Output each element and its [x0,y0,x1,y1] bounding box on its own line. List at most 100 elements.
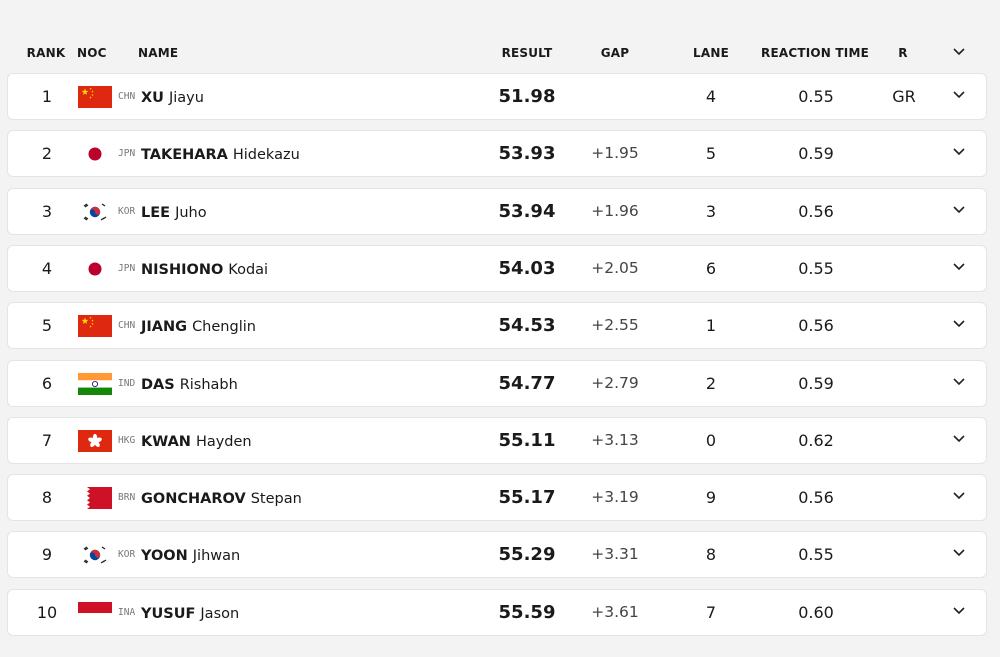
expand-row[interactable] [953,607,965,615]
athlete-name[interactable]: YOON Jihwan [141,532,240,579]
given-name: Jason [200,605,240,622]
rank-cell: 10 [36,602,58,622]
header-result[interactable]: RESULT [501,46,553,60]
result-cell: 54.53 [498,315,556,337]
expand-all[interactable] [953,48,965,56]
result-cell: 54.77 [498,372,556,394]
given-name: Stepan [250,491,302,508]
result-row[interactable]: 9 KOR 55.29 +3.31 8 0.55 YOON Jihwan [7,531,987,579]
react-cell: 0.55 [798,258,834,278]
code-cell: CHN [118,320,136,332]
expand-row[interactable] [953,91,965,99]
flag [78,601,112,624]
lane-cell: 0 [705,430,717,450]
athlete-name[interactable]: YUSUF Jason [141,590,239,637]
result-row[interactable]: 2 JPN 53.93 +1.95 5 0.59 TAKEHARA Hidekazu [7,130,987,178]
athlete-name[interactable]: DAS Rishabh [141,361,238,408]
given-name: Jiayu [168,90,204,106]
result-cell: 55.29 [498,544,556,566]
flag [78,372,112,395]
result-cell: 54.03 [498,257,556,279]
header-name[interactable]: NAME [138,46,179,60]
gap-cell: +2.05 [591,258,639,277]
react-cell: 0.59 [798,144,834,164]
given-name: Jihwan [192,548,241,565]
flag [78,544,112,567]
athlete-name[interactable]: GONCHAROV Stepan [141,475,302,522]
gap-cell: +3.19 [591,488,639,507]
athlete-name[interactable]: XU Jiayu [141,74,204,121]
athlete-name[interactable]: NISHIONO Kodai [141,246,268,293]
result-cell: 55.59 [498,601,556,623]
result-cell: 53.93 [498,143,556,165]
rank-cell: 8 [41,488,53,508]
expand-row[interactable] [953,435,965,443]
athlete-name[interactable]: JIANG Chenglin [141,303,256,350]
result-row[interactable]: 6 IND 54.77 +2.79 2 0.59 DAS Rishabh [7,359,987,408]
given-name: Chenglin [192,319,256,336]
rank-cell: 5 [41,316,53,336]
rank-cell: 2 [41,144,53,164]
code-cell: JPN [118,148,136,160]
result-row[interactable]: 8 BRN 55.17 +3.19 9 0.56 GONCHAROV Stepan [7,474,987,522]
header-gap: GAP [600,46,630,60]
result-cell: 53.94 [498,200,556,222]
athlete-name[interactable]: LEE Juho [141,189,207,236]
react-cell: 0.55 [798,87,834,106]
rank-cell: 4 [41,258,53,278]
react-cell: 0.56 [798,316,834,336]
result-row[interactable]: 1 CHN 51.98 4 0.55 GR XU Jiayu [7,73,987,120]
react-cell: 0.55 [798,545,834,565]
gap-cell: +1.95 [591,144,639,163]
surname: LEE [141,204,171,221]
given-name: Hidekazu [232,147,300,164]
given-name: Rishabh [179,376,238,393]
flag [78,315,112,338]
surname: GONCHAROV [141,491,246,508]
rank-cell: 6 [41,373,53,393]
surname: YUSUF [141,605,196,622]
flag [78,86,112,108]
react-cell: 0.56 [798,488,834,508]
expand-row[interactable] [953,206,965,214]
header-record: R [898,46,908,60]
result-row[interactable]: 10 INA 55.59 +3.61 7 0.60 YUSUF Jason [7,588,987,637]
surname: KWAN [141,433,191,450]
react-cell: 0.56 [798,201,834,221]
rec-cell: GR [892,87,916,106]
react-cell: 0.62 [798,430,834,450]
gap-cell: +3.13 [591,430,639,449]
code-cell: IND [118,377,136,389]
expand-row[interactable] [953,148,965,156]
lane-cell: 5 [705,144,717,164]
result-row[interactable]: 3 KOR 53.94 +1.96 3 0.56 LEE Juho [7,187,987,236]
code-cell: HKG [118,434,136,446]
lane-cell: 1 [705,316,717,336]
expand-row[interactable] [953,492,965,500]
gap-cell: +2.55 [591,316,639,335]
code-cell: KOR [118,205,136,217]
header-lane: LANE [693,46,729,60]
react-cell: 0.60 [798,602,834,622]
result-row[interactable]: 5 CHN 54.53 +2.55 1 0.56 JIANG Chenglin [7,302,987,350]
surname: XU [141,90,164,106]
expand-row[interactable] [953,549,965,557]
result-row[interactable]: 4 JPN 54.03 +2.05 6 0.55 NISHIONO Kodai [7,244,987,293]
result-row[interactable]: 7 HKG 55.11 +3.13 0 0.62 KWAN Hayden [7,416,987,465]
gap-cell: +3.31 [591,545,639,564]
athlete-name[interactable]: KWAN Hayden [141,418,252,465]
flag [78,200,112,223]
lane-cell: 7 [705,602,717,622]
expand-row[interactable] [953,320,965,328]
expand-row[interactable] [953,263,965,271]
lane-cell: 8 [705,545,717,565]
expand-row[interactable] [953,377,965,386]
athlete-name[interactable]: TAKEHARA Hidekazu [141,131,300,178]
flag [78,257,112,280]
code-cell: INA [118,606,136,618]
header-rank: RANK [26,46,66,60]
code-cell: CHN [118,91,136,102]
flag [78,487,112,510]
result-cell: 55.11 [498,429,556,451]
